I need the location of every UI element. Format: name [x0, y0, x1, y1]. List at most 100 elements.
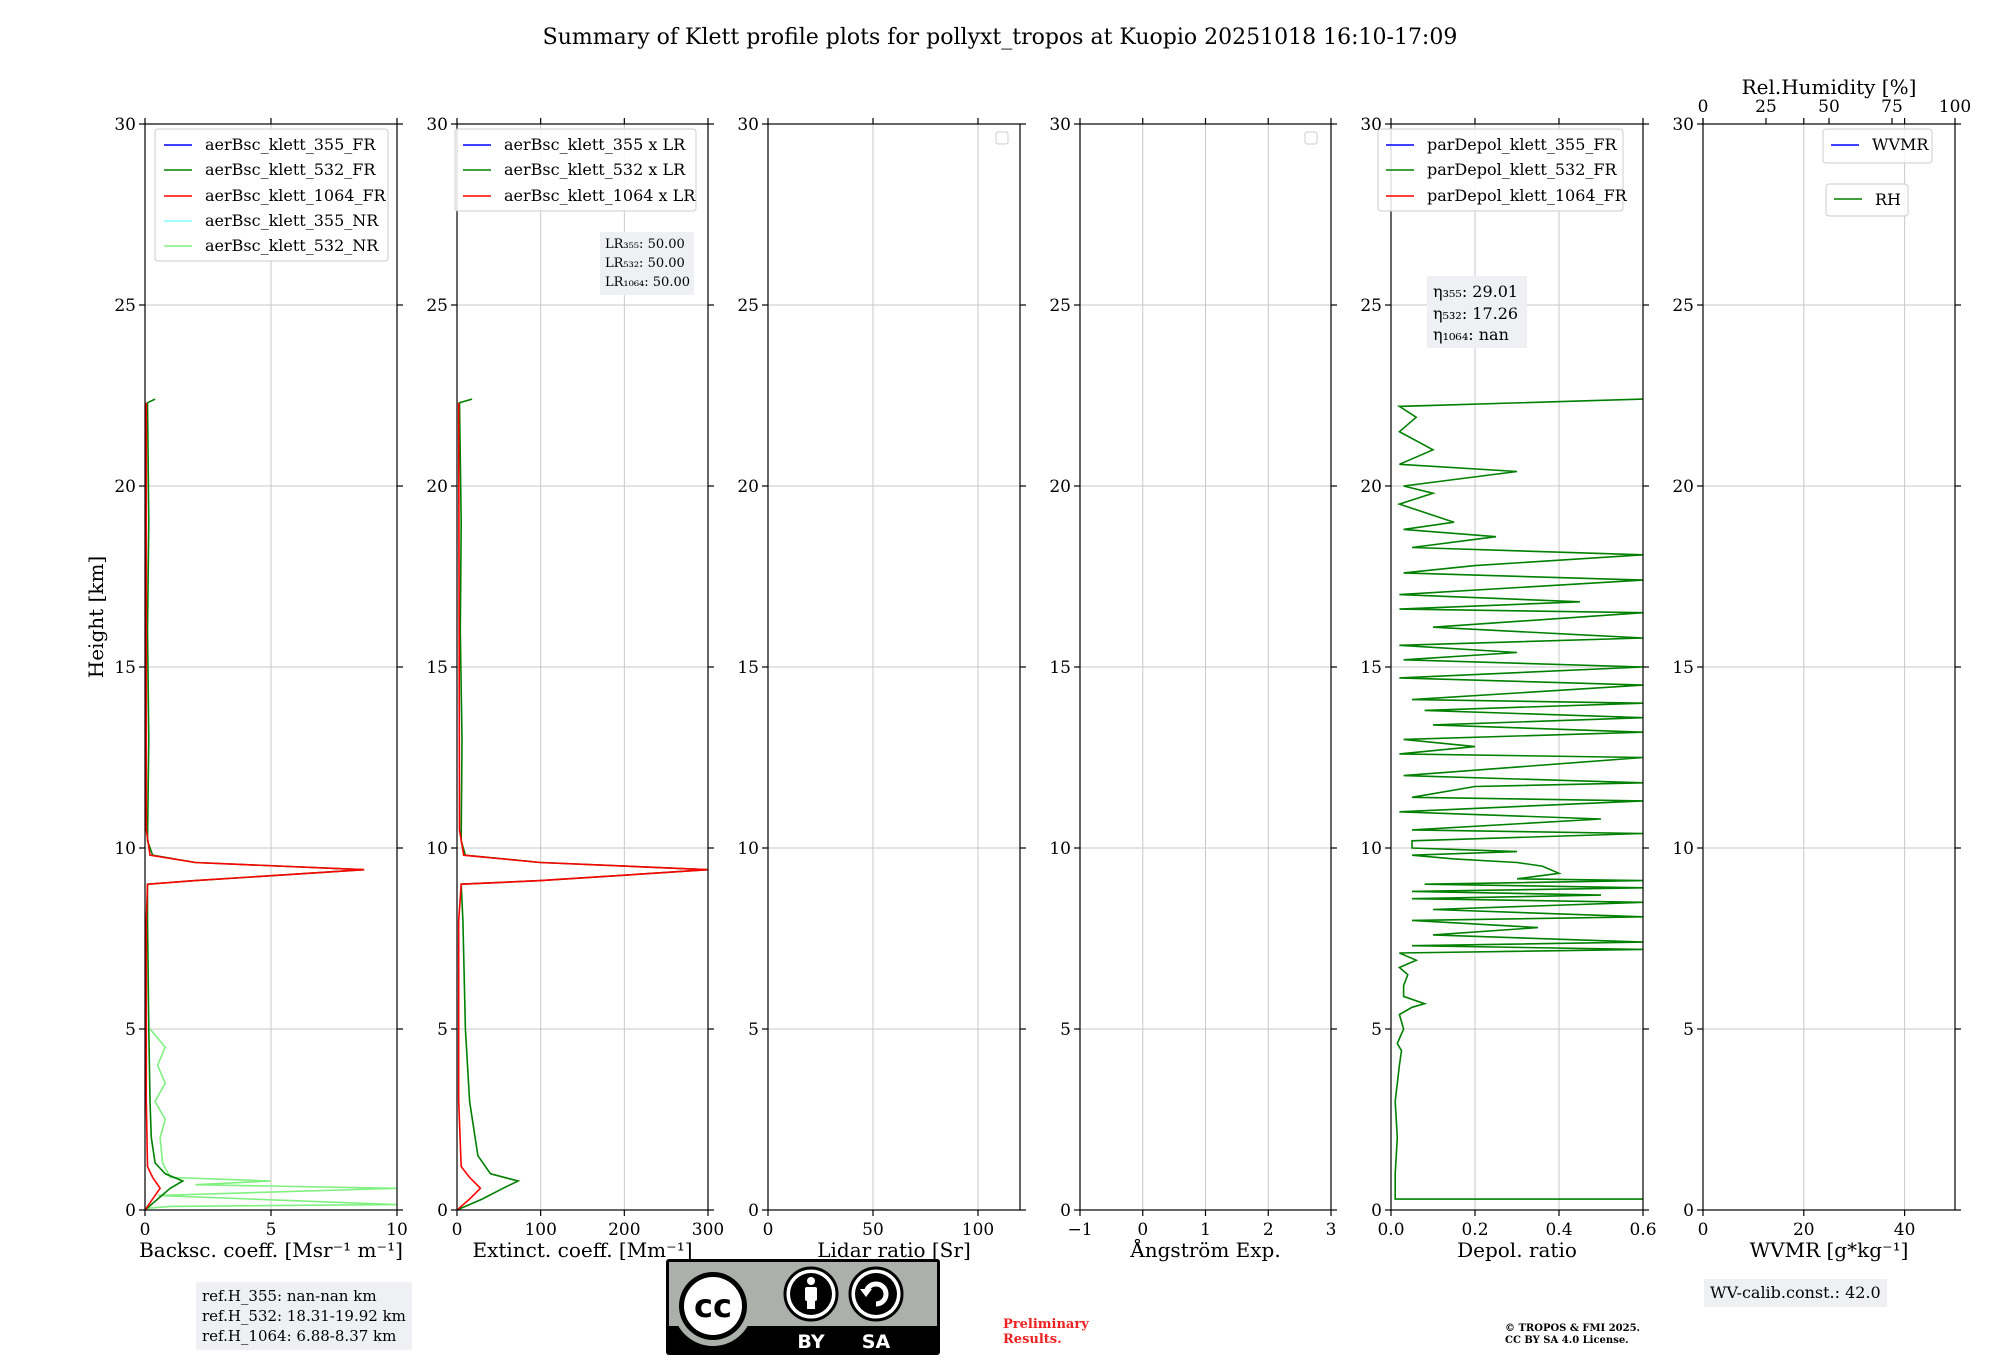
y-tick-label: 30	[426, 115, 448, 135]
copyright-note: © TROPOS & FMI 2025. CC BY SA 4.0 Licens…	[1505, 1323, 1640, 1347]
y-tick-label: 0	[1683, 1201, 1694, 1221]
wv-calib-box: WV-calib.const.: 42.0	[1704, 1279, 1887, 1307]
y-tick-label: 25	[1049, 296, 1071, 316]
x-tick-label: −1	[1067, 1220, 1092, 1240]
y-tick-label: 25	[1360, 296, 1382, 316]
y-tick-label: 0	[1371, 1201, 1382, 1221]
y-tick-label: 30	[114, 115, 136, 135]
x-tick-label: 0.4	[1545, 1220, 1572, 1240]
y-tick-label: 20	[1360, 477, 1382, 497]
y-tick-label: 10	[114, 839, 136, 859]
top-x-tick-label: 50	[1818, 97, 1840, 117]
wv-calib-const: WV-calib.const.: 42.0	[1710, 1283, 1881, 1302]
x-tick-label: 0.0	[1377, 1220, 1404, 1240]
x-tick-label: 200	[608, 1220, 640, 1240]
legend-entry: aerBsc_klett_532_FR	[205, 160, 376, 179]
legend-entry: aerBsc_klett_532 x LR	[504, 160, 686, 179]
x-tick-label: 20	[1793, 1220, 1815, 1240]
y-tick-label: 25	[1672, 296, 1694, 316]
y-tick-label: 5	[748, 1020, 759, 1040]
y-tick-label: 20	[114, 477, 136, 497]
y-tick-label: 0	[125, 1201, 136, 1221]
x-axis-label: WVMR [g*kg⁻¹]	[1750, 1238, 1909, 1262]
series-line-aerBsc_klett_532 x LR	[457, 398, 708, 1210]
top-x-tick-label: 25	[1755, 97, 1777, 117]
x-tick-label: 0	[1137, 1220, 1148, 1240]
y-tick-label: 15	[114, 658, 136, 678]
x-tick-label: 5	[266, 1220, 277, 1240]
y-tick-label: 15	[1360, 658, 1382, 678]
y-tick-label: 20	[737, 477, 759, 497]
panel-depol: 0 5 10 15 20 25 30 0.0 0.2 0.4 0.6 Depol. ratio	[1360, 115, 1656, 1262]
x-tick-label: 50	[862, 1220, 884, 1240]
legend-entry: aerBsc_klett_1064_FR	[205, 186, 387, 205]
x-axis-label: Lidar ratio [Sr]	[817, 1238, 971, 1262]
y-tick-label: 30	[1672, 115, 1694, 135]
y-tick-label: 20	[1672, 477, 1694, 497]
y-tick-label: 10	[1360, 839, 1382, 859]
x-tick-label: 100	[524, 1220, 556, 1240]
y-tick-label: 15	[426, 658, 448, 678]
preliminary-note: Preliminary Results.	[1003, 1317, 1089, 1347]
preliminary-line-2: Results.	[1003, 1332, 1062, 1347]
y-tick-label: 25	[737, 296, 759, 316]
eta-1064: η₁₀₆₄: nan	[1433, 325, 1509, 344]
y-tick-label: 5	[1060, 1020, 1071, 1040]
attribution-icon	[783, 1266, 839, 1322]
ref-height-355: ref.H_355: nan-nan km	[202, 1287, 377, 1305]
series-line-aerBsc_klett_1064_FR	[145, 402, 365, 1210]
cc-by-sa-license-logo: cc BY SA	[666, 1259, 940, 1355]
legend-lidar-ratio-empty	[995, 131, 1009, 145]
series-line-parDepol_klett_532_FR	[1394, 398, 1643, 1200]
x-axis-label: Backsc. coeff. [Msr⁻¹ m⁻¹]	[139, 1238, 403, 1262]
y-tick-label: 10	[1672, 839, 1694, 859]
y-tick-label: 10	[1049, 839, 1071, 859]
x-tick-label: 10	[386, 1220, 408, 1240]
shared-y-axis-label: Height [km]	[84, 556, 108, 678]
x-tick-label: 300	[692, 1220, 724, 1240]
top-x-axis-label: Rel.Humidity [%]	[1742, 75, 1917, 99]
legend-entry: parDepol_klett_355_FR	[1427, 135, 1618, 154]
x-tick-label: 0	[1698, 1220, 1709, 1240]
x-axis-label: Extinct. coeff. [Mm⁻¹]	[472, 1238, 692, 1262]
y-tick-label: 0	[437, 1201, 448, 1221]
legend-entry: RH	[1875, 190, 1901, 209]
x-tick-label: 100	[962, 1220, 994, 1240]
lr-355: LR₃₅₅: 50.00	[605, 237, 685, 252]
copyright-line-1: © TROPOS & FMI 2025.	[1505, 1323, 1641, 1334]
legend-depol: parDepol_klett_355_FR parDepol_klett_532…	[1377, 128, 1628, 212]
series-line-aerBsc_klett_532_NR	[147, 1028, 397, 1209]
y-tick-label: 5	[125, 1020, 136, 1040]
x-tick-label: 0.2	[1461, 1220, 1488, 1240]
legend-extinction: aerBsc_klett_355 x LR aerBsc_klett_532 x…	[454, 128, 697, 212]
y-tick-label: 5	[1683, 1020, 1694, 1040]
top-x-tick-label: 75	[1881, 97, 1903, 117]
ref-height-532: ref.H_532: 18.31-19.92 km	[202, 1307, 406, 1325]
y-tick-label: 30	[737, 115, 759, 135]
x-tick-label: 3	[1326, 1220, 1337, 1240]
y-tick-label: 25	[426, 296, 448, 316]
y-tick-label: 30	[1360, 115, 1382, 135]
y-tick-label: 15	[1049, 658, 1071, 678]
preliminary-line-1: Preliminary	[1003, 1317, 1089, 1332]
reference-heights-box: ref.H_355: nan-nan km ref.H_532: 18.31-1…	[196, 1282, 412, 1350]
legend-entry: aerBsc_klett_355_NR	[205, 211, 379, 230]
series-line-aerBsc_klett_532_FR	[145, 398, 365, 1210]
legend-entry: aerBsc_klett_355 x LR	[504, 135, 686, 154]
x-tick-label: 0.6	[1629, 1220, 1656, 1240]
x-axis-label: Ångström Exp.	[1129, 1237, 1280, 1262]
legend-entry: aerBsc_klett_1064 x LR	[504, 186, 696, 205]
legend-entry: parDepol_klett_532_FR	[1427, 160, 1618, 179]
y-tick-label: 20	[426, 477, 448, 497]
svg-text:cc: cc	[694, 1287, 732, 1325]
eta-annotation: η₃₅₅: 29.01 η₅₃₂: 17.26 η₁₀₆₄: nan	[1427, 276, 1527, 348]
license-sa: SA	[862, 1331, 891, 1353]
lidar-ratio-annotation: LR₃₅₅: 50.00 LR₅₃₂: 50.00 LR₁₀₆₄: 50.00	[600, 232, 694, 295]
eta-532: η₅₃₂: 17.26	[1433, 304, 1518, 323]
copyright-line-2: CC BY SA 4.0 License.	[1505, 1335, 1629, 1346]
lr-532: LR₅₃₂: 50.00	[605, 256, 685, 271]
